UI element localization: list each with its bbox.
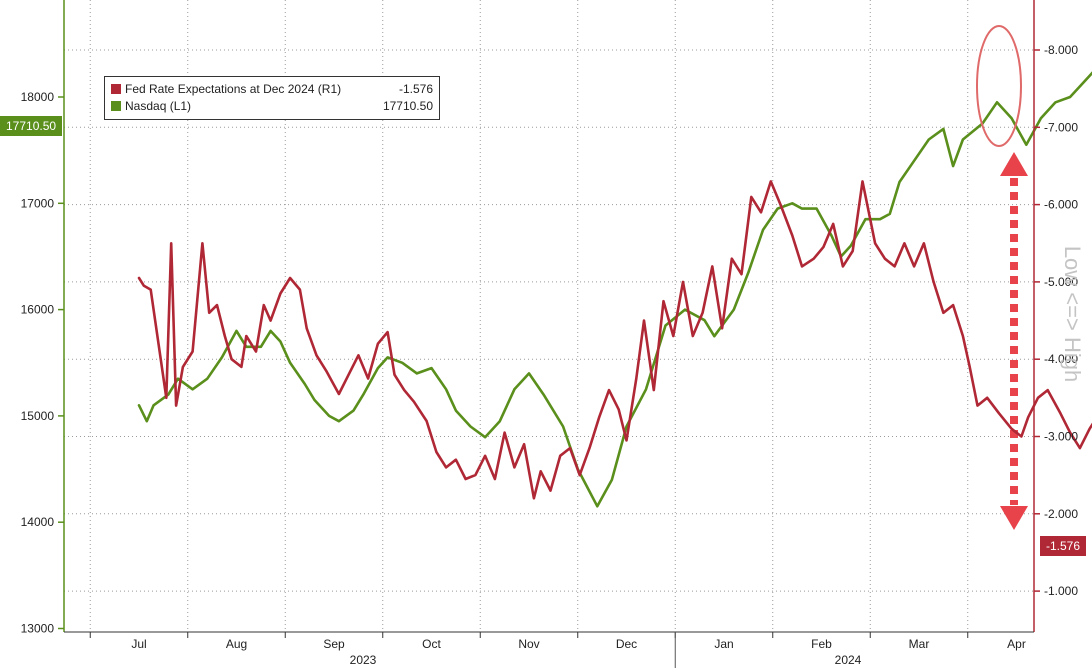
left-tick-label: 18000	[21, 90, 55, 104]
x-tick-label: Jan	[714, 637, 733, 651]
left-tick-label: 17000	[21, 196, 55, 210]
x-tick-label: Aug	[226, 637, 247, 651]
x-year-label: 2023	[350, 653, 377, 667]
range-arrow	[1000, 152, 1028, 530]
left-axis: 13000 14000 15000 16000 17000 18000	[21, 0, 65, 636]
x-axis: Jul Aug Sep Oct Nov Dec Jan Feb Mar Apr 2023 2024	[64, 631, 1034, 668]
legend-item-fed: Fed Rate Expectations at Dec 2024 (R1) -…	[111, 81, 433, 97]
right-axis: -1.000 -2.000 -3.000 -4.000 -5.000 -6.000 -7.0…	[1033, 0, 1078, 632]
arrow-head-down	[1000, 506, 1028, 530]
right-tick-label: -1.000	[1044, 584, 1078, 598]
x-tick-label: Dec	[616, 637, 637, 651]
legend-swatch-fed	[111, 84, 121, 94]
right-tick-label: -2.000	[1044, 507, 1078, 521]
legend-label-nasdaq: Nasdaq (L1)	[125, 99, 192, 113]
nasdaq-last-value-tag: 17710.50	[0, 116, 63, 136]
right-tick-label: -3.000	[1044, 430, 1078, 444]
x-tick-label: Nov	[518, 637, 539, 651]
legend-item-nasdaq: Nasdaq (L1) 17710.50	[111, 98, 433, 114]
x-tick-label: Feb	[811, 637, 832, 651]
right-axis-label: Low <=> High	[1060, 246, 1085, 382]
legend-value-fed: -1.576	[398, 82, 433, 96]
left-tick-label: 16000	[21, 303, 55, 317]
legend-value-nasdaq: 17710.50	[382, 99, 433, 113]
right-tick-label: -6.000	[1044, 198, 1078, 212]
left-tick-label: 14000	[21, 515, 55, 529]
legend: Fed Rate Expectations at Dec 2024 (R1) -…	[104, 76, 440, 120]
right-tick-label: -4.000	[1044, 352, 1078, 366]
fed-rate-line	[137, 180, 1092, 500]
highlight-circle	[976, 25, 1022, 147]
right-tick-label: -7.000	[1044, 120, 1078, 134]
x-tick-label: Oct	[422, 637, 441, 651]
left-tick-label: 15000	[21, 409, 55, 423]
legend-swatch-nasdaq	[111, 101, 121, 111]
x-tick-label: Sep	[323, 637, 345, 651]
series-lines	[137, 71, 1092, 508]
x-tick-label: Apr	[1007, 637, 1026, 651]
right-tick-label: -8.000	[1044, 43, 1078, 57]
x-tick-label: Mar	[909, 637, 930, 651]
fed-last-value-tag: -1.576	[1040, 536, 1087, 556]
nasdaq-line	[137, 71, 1092, 508]
legend-label-fed: Fed Rate Expectations at Dec 2024 (R1)	[125, 82, 342, 96]
left-tick-label: 13000	[21, 622, 55, 636]
x-tick-label: Jul	[131, 637, 146, 651]
right-tick-label: -5.000	[1044, 275, 1078, 289]
arrow-head-up	[1000, 152, 1028, 176]
x-year-label: 2024	[835, 653, 862, 667]
